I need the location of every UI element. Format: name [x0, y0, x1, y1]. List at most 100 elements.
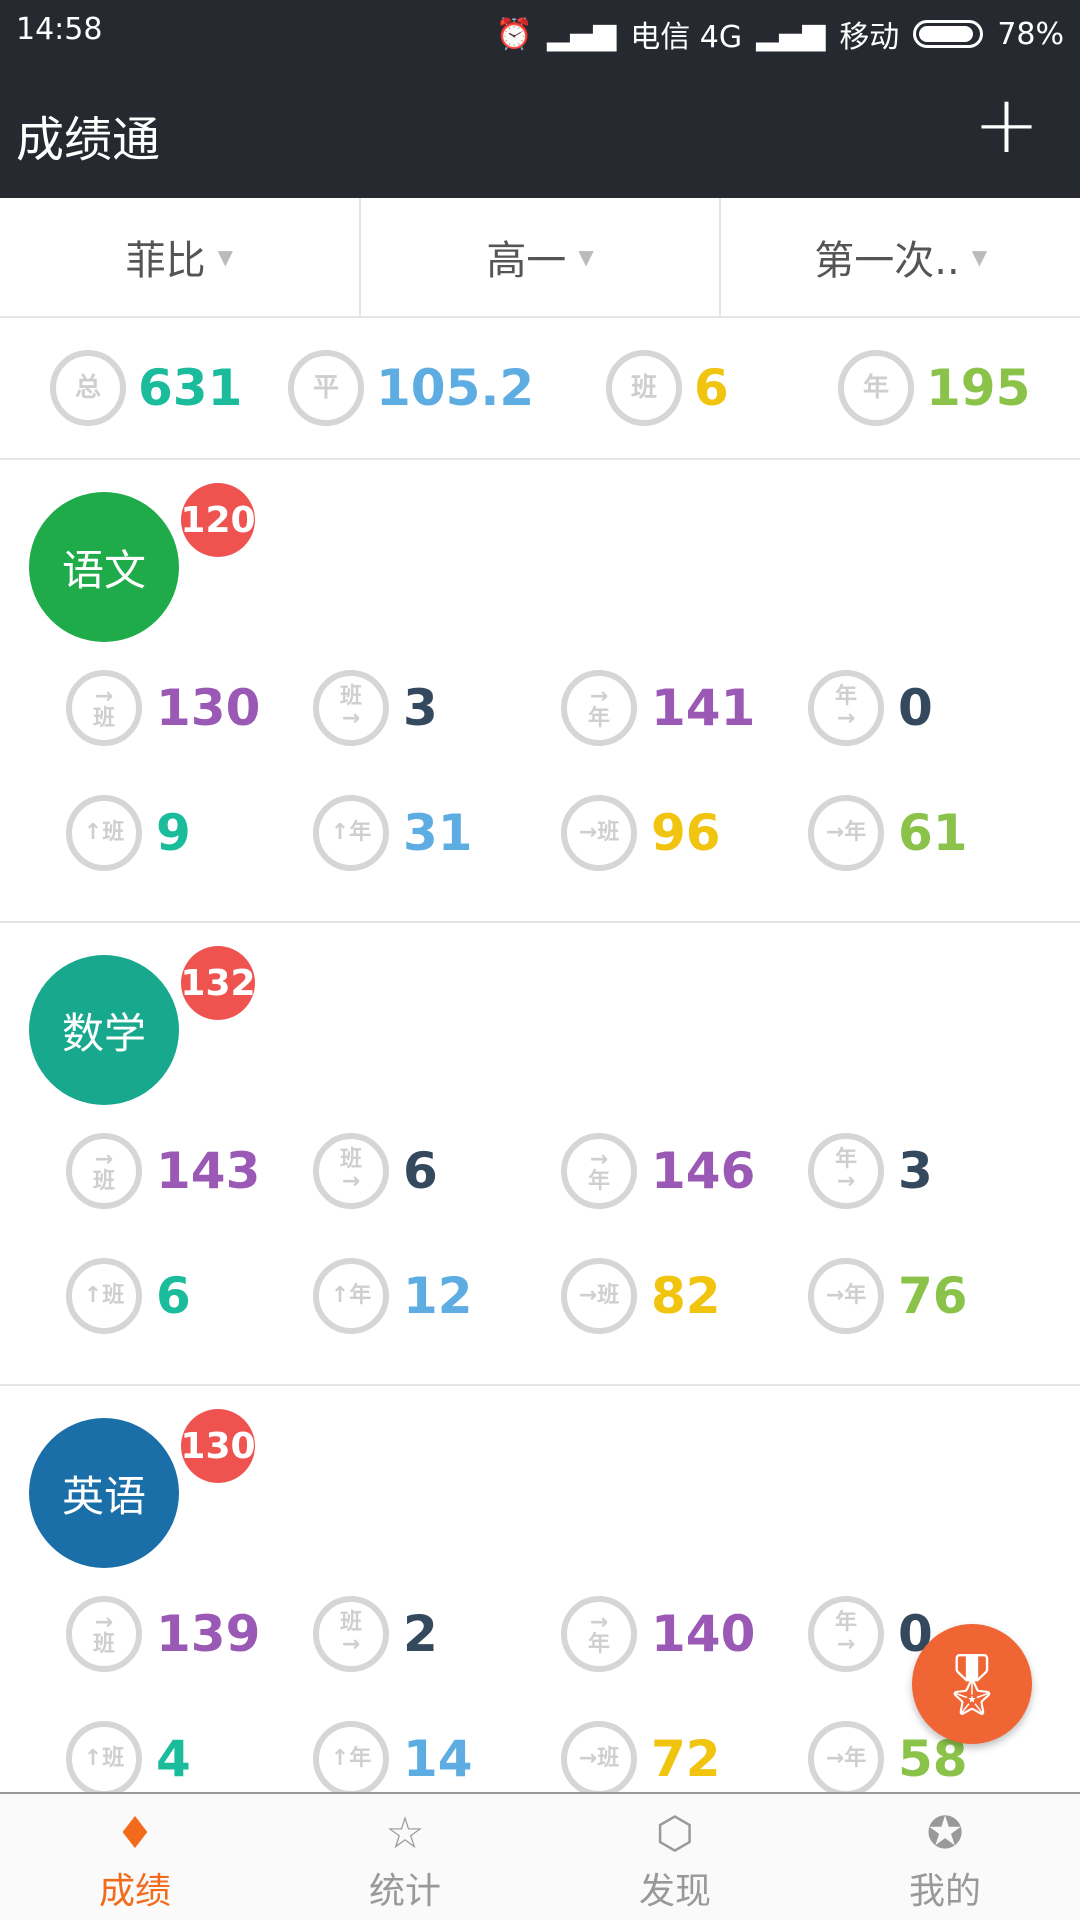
summary-item: 年 195 [838, 350, 1030, 426]
tab-icon: ⬡ [655, 1808, 695, 1859]
stat-value: 14 [403, 1730, 473, 1788]
rank-icon: → 班 [66, 1596, 142, 1672]
summary-badge-icon: 总 [50, 350, 126, 426]
rank-icon: →班 [561, 1258, 637, 1334]
stat-item: → 班 130 [66, 670, 260, 746]
tab-icon: ♦ [115, 1808, 155, 1859]
tab-icon: ☆ [385, 1808, 425, 1859]
filter-label: 菲比 [125, 238, 206, 284]
stat-item: 年 → 0 [808, 670, 933, 746]
stat-item: ↑年 14 [313, 1721, 473, 1797]
score-badge: 132 [180, 946, 256, 1020]
stat-item: ↑班 4 [66, 1721, 191, 1797]
stat-item: →年 58 [808, 1721, 968, 1797]
tab-icon: ✪ [926, 1808, 964, 1859]
stat-item: →年 61 [808, 795, 968, 871]
tab-2[interactable]: ⬡ 发现 [540, 1794, 810, 1920]
add-button[interactable]: + [972, 78, 1040, 171]
stat-value: 96 [651, 804, 721, 862]
tab-label: 成绩 [98, 1871, 171, 1912]
stat-value: 146 [651, 1142, 756, 1200]
alarm-icon: ⏰ [495, 16, 533, 52]
rank-icon: ↑班 [66, 1721, 142, 1797]
stat-value: 82 [651, 1267, 721, 1325]
rank-icon: →年 [808, 1258, 884, 1334]
tab-1[interactable]: ☆ 统计 [270, 1794, 540, 1920]
subject-avatar: 英语 [29, 1418, 179, 1568]
subject-card[interactable]: 数学 132 → 班 143 班 → 6 → 年 146 年 → 3 ↑班 6 … [0, 923, 1080, 1386]
chevron-down-icon: ▼ [217, 245, 234, 269]
exam-dropdown[interactable]: 第一次.. ▼ [721, 198, 1080, 316]
stat-item: ↑年 12 [313, 1258, 473, 1334]
student-dropdown[interactable]: 菲比 ▼ [0, 198, 361, 316]
stat-item: →班 96 [561, 795, 721, 871]
stat-value: 3 [898, 1142, 933, 1200]
stat-value: 6 [403, 1142, 438, 1200]
stat-value: 61 [898, 804, 968, 862]
rank-icon: 年 → [808, 1596, 884, 1672]
rank-icon: → 班 [66, 1133, 142, 1209]
rank-icon: →班 [561, 1721, 637, 1797]
stat-item: 班 → 6 [313, 1133, 438, 1209]
stat-value: 6 [156, 1267, 191, 1325]
stat-item: 年 → 0 [808, 1596, 933, 1672]
stat-item: → 年 141 [561, 670, 755, 746]
app-title: 成绩通 [16, 112, 161, 168]
stat-value: 141 [651, 679, 756, 737]
stat-item: → 班 143 [66, 1133, 260, 1209]
signal-icon: ▂▄▆ [547, 16, 617, 52]
subject-card[interactable]: 英语 130 → 班 139 班 → 2 → 年 140 年 → 0 ↑班 4 … [0, 1386, 1080, 1849]
summary-value: 6 [694, 359, 729, 417]
summary-badge-icon: 年 [838, 350, 914, 426]
stat-value: 130 [156, 679, 261, 737]
rank-icon: 班 → [313, 670, 389, 746]
app-bar: 成绩通 + [0, 60, 1080, 198]
status-bar: 14:58 ⏰ ▂▄▆ 电信 4G ▂▄▆ 移动 78% [0, 0, 1080, 60]
award-icon: 🎖 [933, 1649, 1011, 1720]
summary-value: 105.2 [376, 359, 535, 417]
stat-value: 140 [651, 1605, 756, 1663]
award-button[interactable]: 🎖 [912, 1624, 1032, 1744]
stat-value: 76 [898, 1267, 968, 1325]
rank-icon: 班 → [313, 1596, 389, 1672]
battery-icon [913, 20, 984, 48]
stat-value: 0 [898, 679, 933, 737]
tab-3[interactable]: ✪ 我的 [810, 1794, 1080, 1920]
tab-label: 发现 [638, 1871, 711, 1912]
stat-item: ↑班 6 [66, 1258, 191, 1334]
rank-icon: ↑班 [66, 1258, 142, 1334]
filter-label: 高一 [486, 238, 567, 284]
filter-label: 第一次.. [814, 238, 960, 284]
carrier-1: 电信 4G [630, 20, 743, 55]
score-badge: 130 [180, 1409, 256, 1483]
rank-icon: →年 [808, 1721, 884, 1797]
rank-icon: 年 → [808, 670, 884, 746]
subject-card[interactable]: 语文 120 → 班 130 班 → 3 → 年 141 年 → 0 ↑班 9 … [0, 460, 1080, 923]
subject-avatar: 语文 [29, 492, 179, 642]
stat-value: 72 [651, 1730, 721, 1788]
score-badge: 120 [180, 483, 256, 557]
summary-badge-icon: 班 [606, 350, 682, 426]
grade-dropdown[interactable]: 高一 ▼ [361, 198, 722, 316]
stat-item: 班 → 3 [313, 670, 438, 746]
summary-item: 班 6 [606, 350, 729, 426]
chevron-down-icon: ▼ [578, 245, 594, 269]
stat-item: ↑班 9 [66, 795, 191, 871]
summary-badge-icon: 平 [288, 350, 364, 426]
tab-0[interactable]: ♦ 成绩 [0, 1794, 270, 1920]
filter-bar: 菲比 ▼ 高一 ▼ 第一次.. ▼ [0, 198, 1080, 318]
stat-value: 31 [403, 804, 473, 862]
rank-icon: → 年 [561, 670, 637, 746]
rank-icon: ↑班 [66, 795, 142, 871]
stat-value: 3 [403, 679, 438, 737]
signal-icon-2: ▂▄▆ [756, 16, 826, 52]
carrier-2: 移动 [839, 20, 900, 55]
summary-row: 总 631 平 105.2 班 6 年 195 [0, 318, 1080, 460]
summary-item: 平 105.2 [288, 350, 534, 426]
bottom-nav: ♦ 成绩 ☆ 统计 ⬡ 发现 ✪ 我的 [0, 1792, 1080, 1920]
rank-icon: →年 [808, 795, 884, 871]
rank-icon: 班 → [313, 1133, 389, 1209]
chevron-down-icon: ▼ [971, 245, 988, 269]
rank-icon: ↑年 [313, 1258, 389, 1334]
rank-icon: ↑年 [313, 1721, 389, 1797]
